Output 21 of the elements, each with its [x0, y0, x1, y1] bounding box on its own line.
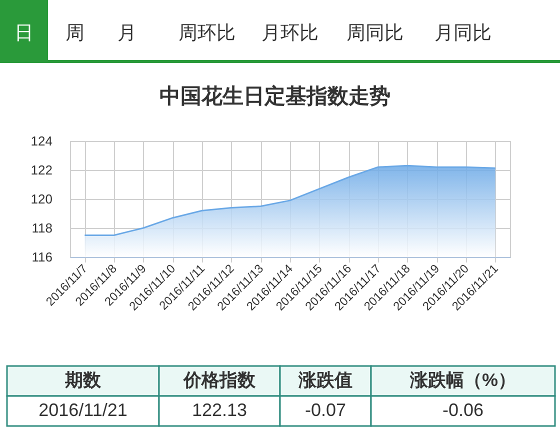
text: -0.06 — [442, 400, 484, 420]
y-tick-label: 124 — [30, 134, 52, 148]
y-tick-label: 116 — [32, 250, 52, 264]
text: 周环比 — [178, 23, 236, 44]
y-tick-label: 122 — [30, 162, 52, 178]
text: 日 — [14, 23, 34, 44]
text: 122.13 — [192, 400, 248, 420]
text: 涨跌幅（%） — [408, 370, 516, 390]
text: 月环比 — [262, 23, 318, 44]
text: 期数 — [64, 370, 102, 390]
y-tick-label: 120 — [30, 192, 52, 206]
chart-title: 中国花生日定基指数走势 — [160, 84, 390, 108]
text: 周 — [66, 23, 84, 44]
text: 月 — [118, 23, 136, 44]
text: 月同比 — [434, 23, 492, 44]
y-tick-label: 118 — [32, 220, 52, 236]
text: 周同比 — [346, 23, 404, 44]
text: 2016/11/21 — [38, 400, 128, 420]
text: -0.07 — [304, 400, 346, 420]
text: 涨跌值 — [298, 370, 352, 390]
text: 价格指数 — [182, 370, 256, 390]
